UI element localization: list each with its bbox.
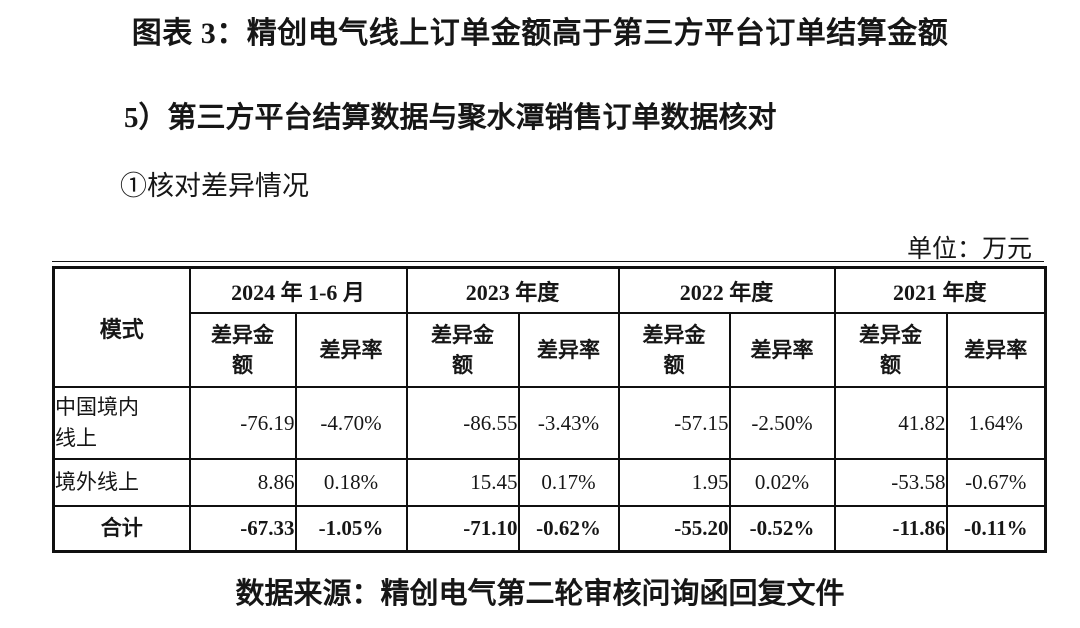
rate-cell: -1.05% [294,505,408,553]
period-header-2024: 2024 年 1-6 月 [188,266,408,314]
amount-cell: -67.33 [188,505,297,553]
source-note: 数据来源：精创电气第二轮审核问询函回复文件 [235,578,845,610]
amount-subheader-label: 差异金额 [642,323,706,377]
rate-cell: -3.43% [517,386,620,460]
mode-cell: 境外线上 [52,458,191,507]
amount-subheader-label: 差异金额 [431,323,495,377]
mode-cell: 中国境内线上 [52,386,191,460]
rate-subheader: 差异率 [945,312,1047,388]
amount-cell: 8.86 [188,458,297,507]
mode-label: 中国境内线上 [55,395,139,450]
sub-heading: ①核对差异情况 [120,171,309,201]
section-heading: 5）第三方平台结算数据与聚水潭销售订单数据核对 [124,102,777,134]
amount-cell: -76.19 [188,386,297,460]
difference-comparison-table: 模式 2024 年 1-6 月 2023 年度 2022 年度 2021 年度 … [52,266,1048,553]
rate-subheader: 差异率 [517,312,620,388]
table-row-domestic-online: 中国境内线上 -76.19 -4.70% -86.55 -3.43% -57.1… [52,386,1047,460]
rate-cell: 1.64% [945,386,1047,460]
amount-cell: -53.58 [833,458,948,507]
mode-label: 境外线上 [55,470,139,494]
rate-subheader: 差异率 [728,312,836,388]
period-header-2022: 2022 年度 [617,266,836,314]
mode-cell: 合计 [52,505,191,553]
rate-cell: 0.17% [517,458,620,507]
table-container: 模式 2024 年 1-6 月 2023 年度 2022 年度 2021 年度 … [52,261,1048,553]
amount-subheader: 差异金额 [188,312,297,388]
amount-subheader: 差异金额 [405,312,520,388]
amount-cell: -71.10 [405,505,520,553]
amount-subheader-label: 差异金额 [211,323,274,377]
rate-cell: -0.62% [517,505,620,553]
rate-cell: -4.70% [294,386,408,460]
mode-label: 合计 [100,516,143,540]
amount-cell: 1.95 [617,458,731,507]
amount-cell: -86.55 [405,386,520,460]
figure-title: 图表 3：精创电气线上订单金额高于第三方平台订单结算金额 [131,17,949,50]
header-row-subheaders: 差异金额 差异率 差异金额 差异率 差异金额 差异率 差异金额 差异率 [54,312,1047,388]
table-row-total: 合计 -67.33 -1.05% -71.10 -0.62% -55.20 -0… [52,505,1047,553]
amount-cell: -11.86 [833,505,948,553]
header-row-periods: 模式 2024 年 1-6 月 2023 年度 2022 年度 2021 年度 [52,266,1047,388]
rate-cell: -0.11% [945,505,1047,553]
amount-subheader: 差异金额 [617,312,731,388]
table-row-overseas-online: 境外线上 8.86 0.18% 15.45 0.17% 1.95 0.02% -… [52,458,1047,507]
rate-subheader: 差异率 [294,312,408,388]
amount-subheader-label: 差异金额 [859,323,923,377]
rate-cell: -0.67% [945,458,1047,507]
amount-cell: -55.20 [617,505,731,553]
amount-cell: 15.45 [405,458,520,507]
rate-cell: 0.18% [294,458,408,507]
amount-cell: 41.82 [833,386,948,460]
amount-subheader: 差异金额 [833,312,948,388]
rate-cell: 0.02% [728,458,836,507]
mode-header-cell: 模式 [52,266,191,388]
amount-cell: -57.15 [617,386,731,460]
period-header-2021: 2021 年度 [833,266,1047,314]
rate-cell: -2.50% [728,386,836,460]
rate-cell: -0.52% [728,505,836,553]
unit-label: 单位：万元 [906,236,1032,263]
period-header-2023: 2023 年度 [405,266,620,314]
